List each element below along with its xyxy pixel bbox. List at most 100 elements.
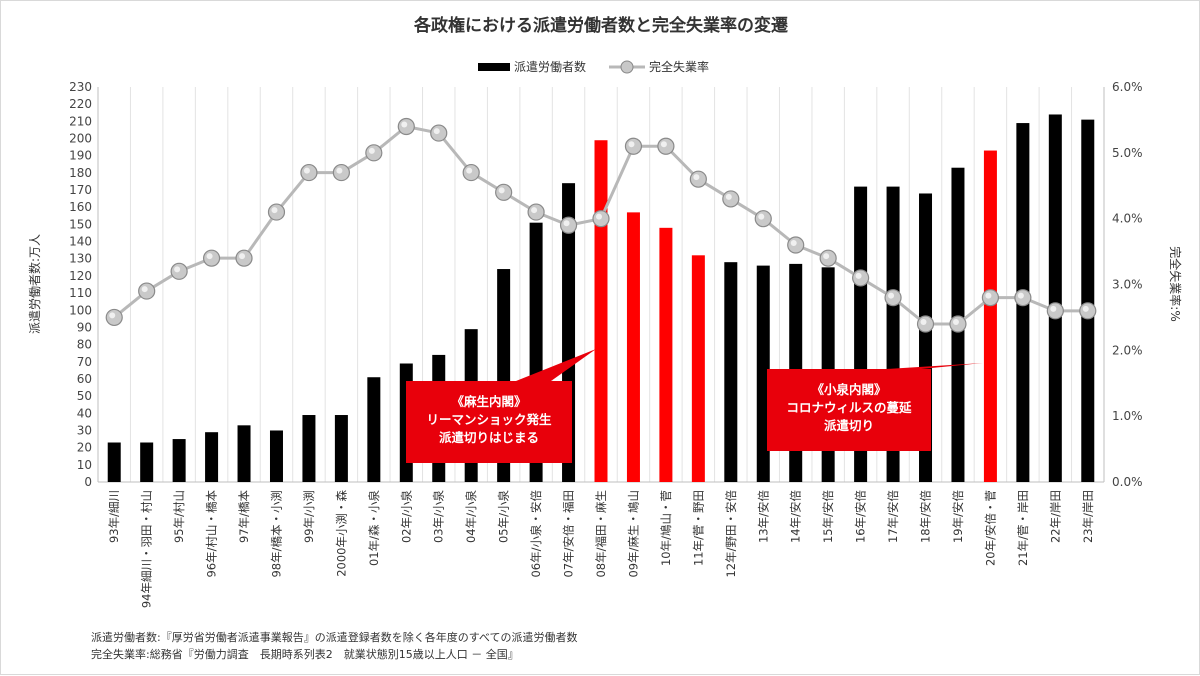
line-point-highlight	[303, 167, 310, 174]
bar	[367, 377, 381, 482]
callout-text: 派遣切り	[824, 418, 874, 433]
y-left-tick-label: 40	[77, 406, 92, 420]
callout-box	[767, 369, 931, 451]
line-point-highlight	[725, 193, 732, 200]
x-tick-label: 18年/安倍	[919, 490, 933, 544]
line-point-highlight	[531, 207, 538, 214]
bar	[724, 262, 738, 482]
callout-pointer	[886, 363, 983, 369]
line-point-highlight	[498, 187, 505, 194]
callout-text: 《小泉内閣》	[811, 382, 886, 397]
line-point-highlight	[368, 147, 375, 154]
callout-box	[406, 381, 572, 463]
x-tick-label: 03年/小泉	[432, 490, 446, 544]
y-axis-left: 0 10 20 30 40 50 60 70 80 90 100 110 120 130 140 150 160…	[69, 80, 92, 489]
x-tick-label: 10年/鳩山・菅	[659, 490, 673, 566]
callout-text: 派遣切りはじまる	[439, 430, 539, 445]
y-left-tick-label: 110	[69, 286, 92, 300]
y-left-tick-label: 190	[69, 149, 92, 163]
y-right-tick-label: 5.0%	[1112, 146, 1143, 160]
y-axis-left-title: 派遣労働者数:万人	[27, 234, 42, 334]
y-left-tick-label: 120	[69, 269, 92, 283]
x-tick-label: 98年/橋本・小渕	[269, 490, 283, 578]
legend-marker-swatch	[620, 60, 634, 74]
bar	[1048, 114, 1062, 482]
y-axis-right-title: 完全失業率:%	[1168, 246, 1183, 321]
legend-label-unemployment: 完全失業率	[649, 59, 709, 74]
legend-bar-swatch	[478, 63, 510, 71]
line-point-highlight	[1017, 292, 1024, 299]
y-axis-right: 0.0% 1.0% 2.0% 3.0% 4.0% 5.0% 6.0%	[1112, 80, 1143, 489]
y-left-tick-label: 140	[69, 235, 92, 249]
y-left-tick-label: 210	[69, 114, 92, 128]
line-point-highlight	[466, 167, 473, 174]
y-left-tick-label: 180	[69, 166, 92, 180]
callout-text: 《麻生内閣》	[451, 394, 526, 409]
line-point-highlight	[660, 141, 667, 148]
x-tick-label: 07年/安倍・福田	[562, 490, 576, 578]
y-left-tick-label: 130	[69, 252, 92, 266]
bar	[172, 439, 186, 482]
y-left-tick-label: 230	[69, 80, 92, 94]
y-right-tick-label: 2.0%	[1112, 343, 1143, 357]
bar	[983, 150, 997, 483]
bar-series	[107, 114, 1095, 483]
line-point-highlight	[271, 207, 278, 214]
x-tick-label: 16年/安倍	[854, 490, 868, 544]
x-tick-label: 99年/小渕	[302, 490, 316, 543]
y-left-tick-label: 170	[69, 183, 92, 197]
bar	[107, 442, 121, 482]
source-note-unemployment: 完全失業率:総務省『労働力調査 長期時系列表2 就業状態別15歳以上人口 － 全…	[91, 648, 519, 661]
x-tick-label: 21年/菅・岸田	[1016, 490, 1030, 566]
x-tick-label: 93年/細川	[107, 490, 121, 543]
bar	[205, 432, 219, 482]
x-tick-label: 95年/村山	[172, 490, 186, 543]
y-left-tick-label: 220	[69, 97, 92, 111]
y-left-tick-label: 100	[69, 303, 92, 317]
bar	[691, 255, 705, 482]
bar	[659, 227, 673, 482]
x-tick-label: 22年/岸田	[1048, 490, 1062, 543]
x-tick-label: 17年/安倍	[886, 490, 900, 544]
x-tick-label: 23年/岸田	[1081, 490, 1095, 543]
bar	[626, 212, 640, 482]
y-left-tick-label: 60	[77, 372, 92, 386]
line-point-highlight	[141, 286, 148, 293]
y-left-tick-label: 30	[77, 423, 92, 437]
chart-title: 各政権における派遣労働者数と完全失業率の変遷	[413, 15, 788, 36]
callout-text: コロナウィルスの蔓延	[786, 400, 912, 415]
line-point-highlight	[758, 213, 765, 220]
y-right-tick-label: 6.0%	[1112, 80, 1143, 94]
x-tick-label: 05年/小泉	[497, 490, 511, 544]
line-point-highlight	[336, 167, 343, 174]
y-left-tick-label: 20	[77, 441, 92, 455]
y-right-tick-label: 0.0%	[1112, 475, 1143, 489]
x-axis-labels: 93年/細川 94年細川・羽田・村山 95年/村山 96年/村山・橋本 97年/橋本 98…	[107, 490, 1095, 609]
line-point-highlight	[790, 240, 797, 246]
x-tick-label: 11年/菅・野田	[691, 490, 705, 566]
y-right-tick-label: 1.0%	[1112, 409, 1143, 423]
line-point-highlight	[433, 128, 440, 135]
line-point-highlight	[628, 141, 635, 148]
x-tick-label: 02年/小泉	[399, 490, 413, 544]
y-left-tick-label: 50	[77, 389, 92, 403]
line-point-highlight	[920, 319, 927, 325]
line-point-highlight	[693, 174, 700, 181]
x-tick-label: 19年/安倍	[951, 490, 965, 544]
line-point-highlight	[174, 266, 181, 273]
line-point-highlight	[206, 253, 213, 260]
bar	[594, 140, 608, 482]
y-left-tick-label: 0	[84, 475, 92, 489]
line-point-highlight	[596, 213, 602, 220]
y-left-tick-label: 70	[77, 355, 92, 369]
bar	[302, 415, 316, 482]
line-series	[105, 117, 1097, 333]
x-tick-label: 14年/安倍	[789, 490, 803, 544]
line-point-highlight	[401, 121, 408, 128]
x-tick-label: 13年/安倍	[756, 490, 770, 544]
bar	[334, 415, 348, 482]
